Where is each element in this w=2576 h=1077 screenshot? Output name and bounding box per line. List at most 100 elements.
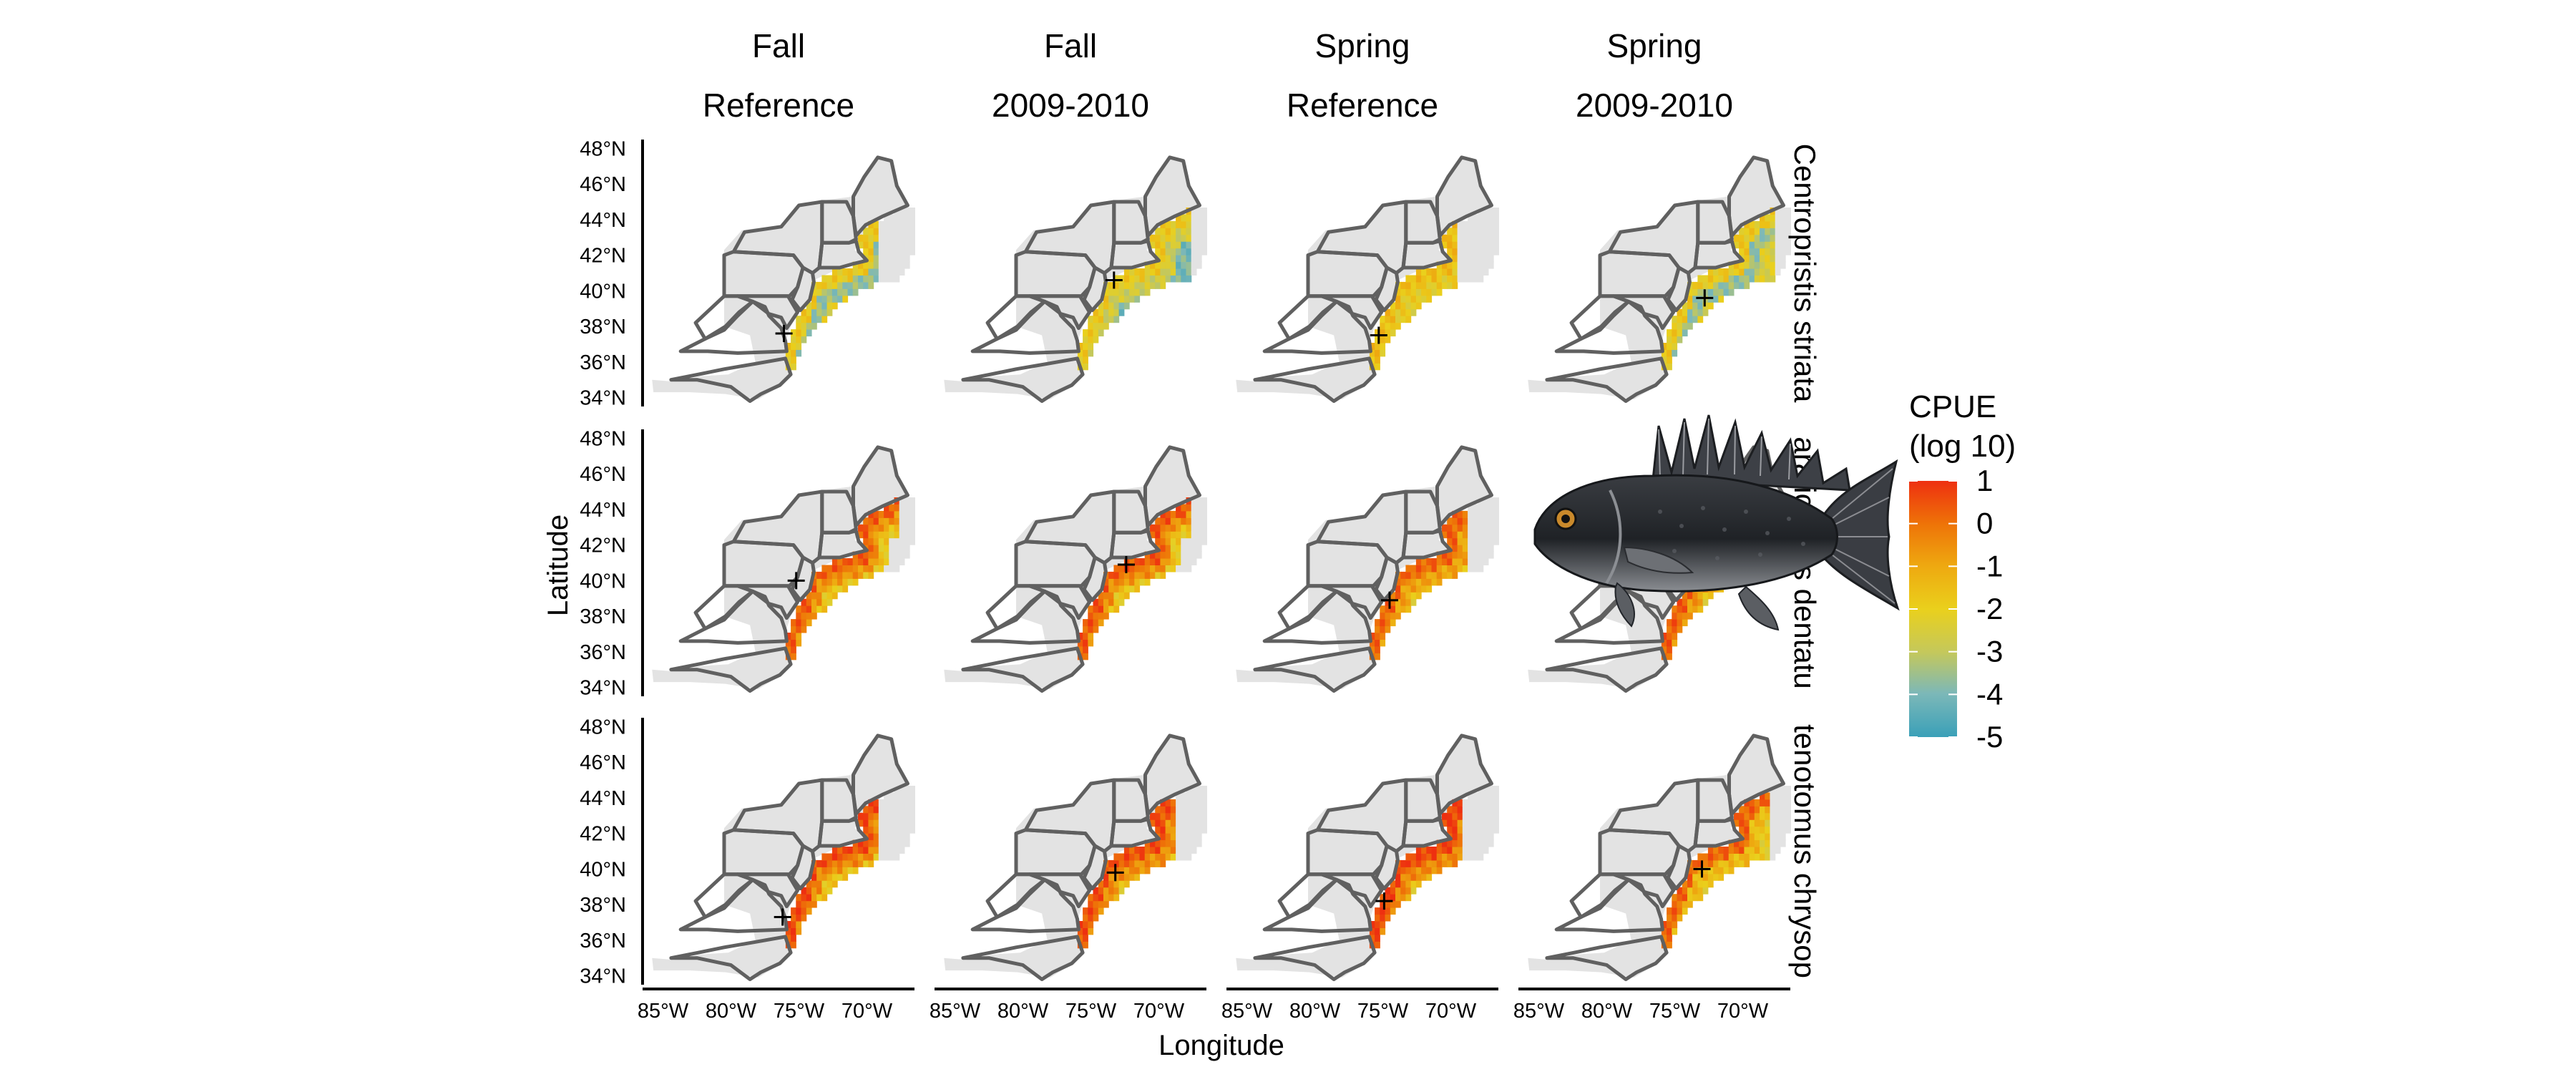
grid-cell: [1744, 839, 1750, 847]
grid-cell: [1181, 792, 1187, 800]
grid-cell: [1118, 867, 1125, 874]
grid-cell: [1687, 612, 1693, 620]
grid-cell: [1702, 867, 1709, 874]
grid-cell: [801, 887, 807, 895]
grid-cell: [1765, 268, 1771, 276]
state-outline: [736, 584, 800, 620]
grid-cell: [1380, 619, 1386, 627]
grid-cell: [1118, 598, 1125, 606]
grid-cell: [1118, 578, 1125, 586]
grid-cell: [1478, 531, 1484, 539]
grid-cell: [1749, 806, 1755, 814]
state-outline: [1143, 155, 1201, 238]
map-panel: [652, 445, 915, 693]
grid-cell: [1176, 847, 1181, 854]
grid-cell: [1457, 558, 1463, 565]
grid-cell: [878, 847, 884, 854]
state-outline: [1028, 584, 1092, 620]
grid-cell: [1155, 524, 1161, 532]
grid-cell: [1181, 545, 1187, 552]
grid-cell: [899, 261, 905, 269]
grid-cell: [1088, 343, 1094, 350]
grid-cell: [1765, 214, 1771, 222]
grid-cell: [1201, 504, 1207, 512]
grid-cell: [1754, 275, 1760, 283]
grid-cell: [1457, 551, 1463, 559]
grid-cell: [863, 234, 869, 242]
grid-cell: [1129, 295, 1135, 303]
grid-cell: [868, 859, 874, 867]
grid-cell: [1415, 281, 1422, 289]
grid-cell: [884, 531, 889, 539]
state-outline: [1545, 935, 1669, 981]
grid-cell: [852, 551, 859, 559]
grid-cell: [811, 894, 817, 902]
grid-cell: [1677, 619, 1683, 627]
grid-cell: [1488, 208, 1494, 215]
grid-cell: [1108, 578, 1114, 586]
grid-cell: [1093, 894, 1099, 902]
grid-cell: [1697, 605, 1704, 613]
grid-cell: [1478, 510, 1484, 518]
grid-cell: [1426, 585, 1433, 593]
grid-cell: [1170, 853, 1176, 861]
grid-cell: [1426, 571, 1433, 579]
grid-cell: [858, 819, 864, 827]
grid-cell: [816, 578, 822, 586]
grid-cell: [909, 792, 915, 800]
grid-cell: [1375, 363, 1380, 371]
grid-cell: [1410, 288, 1417, 296]
grid-cell: [1667, 639, 1672, 647]
grid-cell: [1447, 847, 1453, 854]
grid-cell: [1770, 819, 1776, 827]
legend-ticks: 10-1-2-3-4-5: [1909, 464, 2003, 754]
grid-cell: [1400, 308, 1406, 316]
grid-cell: [1144, 859, 1151, 867]
grid-cell: [1380, 612, 1386, 620]
grid-cell: [1667, 343, 1672, 350]
state-outline: [1028, 872, 1092, 909]
grid-cell: [821, 281, 828, 289]
grid-cell: [1405, 880, 1412, 888]
grid-cell: [1478, 214, 1484, 222]
grid-cell: [909, 241, 915, 249]
grid-cell: [1405, 873, 1412, 881]
grid-cell: [1744, 812, 1750, 820]
x-axes: 85°W 80°W 75°W 70°W 85°W 80°W 75°W 70°W 85°W 80°W…: [638, 988, 1790, 1023]
grid-cell: [1160, 839, 1166, 847]
grid-cell: [1103, 880, 1109, 888]
grid-cell: [1478, 565, 1484, 572]
grid-cell: [1186, 853, 1192, 861]
grid-cell: [1181, 551, 1187, 559]
grid-cell: [1697, 275, 1704, 283]
grid-cell: [1760, 853, 1765, 861]
grid-cell: [1682, 592, 1688, 600]
grid-cell: [1144, 281, 1151, 289]
grid-cell: [863, 826, 869, 834]
grid-cell: [894, 214, 900, 222]
grid-cell: [837, 268, 843, 276]
x-tick-label: 70°W: [841, 1000, 893, 1023]
grid-cell: [904, 806, 910, 814]
grid-cell: [826, 873, 833, 881]
grid-cell: [1734, 241, 1740, 249]
grid-cell: [1682, 308, 1688, 316]
state-outline: [790, 265, 816, 313]
grid-cell: [868, 545, 874, 552]
grid-cell: [1426, 853, 1433, 861]
land-mass: [1236, 734, 1492, 978]
grid-cell: [1400, 605, 1406, 613]
grid-cell: [1687, 302, 1693, 310]
grid-cell: [1077, 934, 1083, 942]
grid-cell: [1201, 208, 1207, 215]
grid-cell: [904, 551, 910, 559]
grid-cell: [1442, 281, 1448, 289]
grid-cell: [1134, 867, 1141, 874]
grid-cell: [1468, 819, 1473, 827]
grid-cell: [899, 255, 905, 263]
grid-cell: [1385, 619, 1391, 627]
x-tick-label: 70°W: [1133, 1000, 1185, 1023]
grid-cell: [1191, 799, 1197, 806]
grid-cell: [1442, 531, 1448, 539]
